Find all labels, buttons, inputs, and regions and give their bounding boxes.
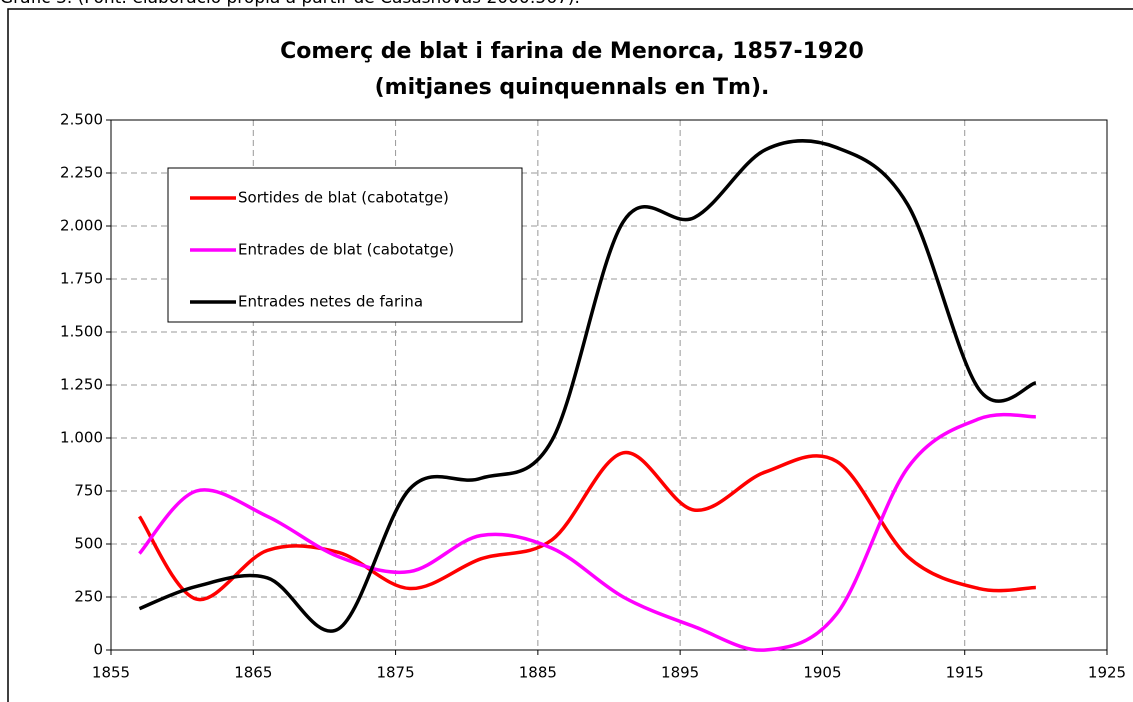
x-tick-label: 1915 bbox=[946, 664, 984, 682]
y-tick-label: 2.250 bbox=[60, 164, 103, 182]
x-tick-label: 1885 bbox=[519, 664, 557, 682]
legend-label: Entrades de blat (cabotatge) bbox=[238, 241, 454, 259]
x-tick-label: 1855 bbox=[92, 664, 130, 682]
y-tick-label: 0 bbox=[93, 641, 103, 659]
y-tick-label: 2.000 bbox=[60, 217, 103, 235]
series-line bbox=[137, 451, 1036, 602]
y-tick-label: 2.500 bbox=[60, 111, 103, 129]
x-tick-label: 1875 bbox=[376, 664, 414, 682]
plot-frame bbox=[110, 119, 1108, 651]
x-tick-label: 1925 bbox=[1088, 664, 1126, 682]
legend-label: Sortides de blat (cabotatge) bbox=[238, 189, 449, 207]
chart-title: Comerç de blat i farina de Menorca, 1857… bbox=[280, 39, 864, 64]
series-line bbox=[138, 139, 1037, 633]
legend-label: Entrades netes de farina bbox=[238, 293, 423, 311]
y-tick-label: 750 bbox=[74, 482, 103, 500]
caption: Gràfic 3. (Font: elaboració pròpia a par… bbox=[0, 0, 580, 8]
x-tick-label: 1905 bbox=[803, 664, 841, 682]
x-tick-label: 1865 bbox=[234, 664, 272, 682]
legend bbox=[167, 167, 523, 323]
y-tick-label: 500 bbox=[74, 535, 103, 553]
y-tick-label: 1.250 bbox=[60, 376, 103, 394]
y-tick-label: 1.500 bbox=[60, 323, 103, 341]
x-tick-label: 1895 bbox=[661, 664, 699, 682]
y-tick-label: 1.000 bbox=[60, 429, 103, 447]
y-tick-label: 1.750 bbox=[60, 270, 103, 288]
y-tick-label: 250 bbox=[74, 588, 103, 606]
series-line bbox=[138, 412, 1036, 652]
chart-title: (mitjanes quinquennals en Tm). bbox=[375, 75, 770, 100]
